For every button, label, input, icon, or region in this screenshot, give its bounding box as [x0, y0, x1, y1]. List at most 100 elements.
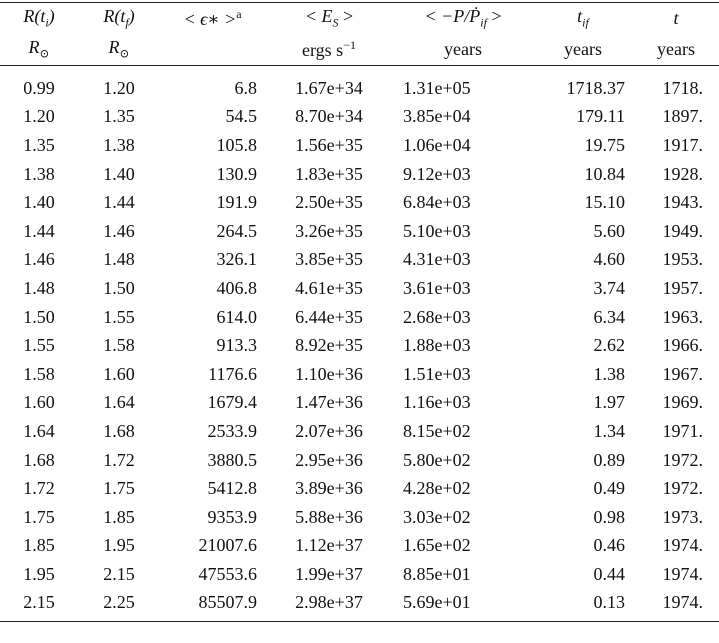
table-cell: 1.97	[593, 392, 626, 413]
table-cell: 0.46	[593, 535, 626, 556]
header-row: R(ti) R(tf) < ϵ∗ >a < ES > < −P/Ṗif > tif t	[0, 3, 719, 35]
table-cell: 3.74	[593, 277, 626, 298]
table-cell: 1953.	[662, 249, 704, 270]
table-header: R(ti) R(tf) < ϵ∗ >a < ES > < −P/Ṗif > tif t R⊙ R…	[0, 2, 719, 66]
table-cell: 1.38	[23, 163, 55, 184]
table-cell: 1.95	[103, 535, 135, 556]
table-cell: 1.06e+04	[403, 134, 471, 155]
table-cell: 1.46	[103, 220, 135, 241]
table-cell: 1679.4	[207, 392, 258, 413]
header-text: R	[108, 37, 120, 58]
table-cell: 1.75	[23, 506, 55, 527]
table-cell: 1.68	[23, 449, 55, 470]
header-text: years	[657, 39, 695, 59]
table-cell: 1.75	[103, 478, 135, 499]
table-row: 1.75 1.85 9353.9 5.88e+36 3.03e+02 0.98 1973.	[0, 503, 719, 532]
header-text: −1	[343, 38, 356, 52]
header-cell: R(tf)	[78, 3, 160, 35]
table-row: 1.95 2.15 47553.6 1.99e+37 8.85e+01 0.44 1974.	[0, 560, 719, 589]
table-cell: 3.89e+36	[295, 478, 363, 499]
table-cell: 1.64	[23, 420, 55, 441]
table-cell: 1.68	[103, 420, 135, 441]
header-text: years	[564, 39, 602, 59]
table-cell: 2.62	[593, 335, 626, 356]
table-cell: 85507.9	[198, 592, 258, 613]
table-cell: 1971.	[662, 420, 704, 441]
table-cell: 6.44e+35	[295, 306, 363, 327]
header-text: R(t	[23, 6, 46, 27]
table-row: 1.72 1.75 5412.8 3.89e+36 4.28e+02 0.49 1972.	[0, 474, 719, 503]
table-cell: 1.31e+05	[403, 77, 471, 98]
table-cell: 3.03e+02	[403, 506, 471, 527]
table-row: 1.85 1.95 21007.6 1.12e+37 1.65e+02 0.46 1974.	[0, 532, 719, 561]
header-cell: tif	[533, 3, 633, 35]
header-text: >	[338, 6, 354, 27]
table-cell: 1949.	[662, 220, 704, 241]
table-cell: 5.69e+01	[403, 592, 471, 613]
header-text: t	[673, 8, 679, 28]
table-cell: 3.61e+03	[403, 277, 471, 298]
table-cell: 1.99e+37	[295, 563, 363, 584]
table-cell: 6.34	[593, 306, 626, 327]
table-cell: 130.9	[216, 163, 258, 184]
table-cell: 1.72	[23, 478, 55, 499]
table-cell: 8.70e+34	[295, 106, 363, 127]
table-cell: 1.67e+34	[295, 77, 363, 98]
table-cell: 1963.	[662, 306, 704, 327]
table-cell: 5412.8	[207, 478, 258, 499]
table-cell: 2.98e+37	[295, 592, 363, 613]
header-text: R	[28, 37, 40, 58]
table-cell: 6.8	[234, 77, 258, 98]
table-cell: 1.16e+03	[403, 392, 471, 413]
table-cell: 1.95	[23, 563, 55, 584]
table-cell: 1718.	[662, 77, 704, 98]
header-cell: < ES >	[265, 3, 393, 35]
table-row: 1.38 1.40 130.9 1.83e+35 9.12e+03 10.84 1928.	[0, 160, 719, 189]
table-cell: 1972.	[662, 449, 704, 470]
table-cell: 47553.6	[198, 563, 258, 584]
table-cell: 5.88e+36	[295, 506, 363, 527]
table-cell: 4.60	[593, 249, 626, 270]
table-cell: 179.11	[576, 106, 625, 127]
table-cell: 0.98	[593, 506, 626, 527]
table-row: 1.20 1.35 54.5 8.70e+34 3.85e+04 179.11 1897.	[0, 103, 719, 132]
table-cell: 2.15	[103, 563, 135, 584]
table-cell: 4.28e+02	[403, 478, 471, 499]
table-cell: 264.5	[216, 220, 258, 241]
header-text: if	[582, 15, 589, 30]
table-cell: 8.92e+35	[295, 335, 363, 356]
header-text: a	[236, 7, 242, 21]
header-text: i	[45, 15, 49, 30]
header-row: R⊙ R⊙ ergs s−1 years years years	[0, 34, 719, 66]
header-text: ⊙	[119, 46, 130, 61]
table-cell: 1.58	[103, 335, 135, 356]
table-cell: 1969.	[662, 392, 704, 413]
table-row: 1.40 1.44 191.9 2.50e+35 6.84e+03 15.10 1943.	[0, 188, 719, 217]
table-cell: 15.10	[584, 192, 626, 213]
table-row: 1.68 1.72 3880.5 2.95e+36 5.80e+02 0.89 1972.	[0, 446, 719, 475]
table-row: 1.60 1.64 1679.4 1.47e+36 1.16e+03 1.97 1969.	[0, 389, 719, 418]
header-cell: < ϵ∗ >a	[160, 3, 265, 35]
table-cell: 1.50	[103, 277, 135, 298]
table-cell: 0.99	[23, 77, 55, 98]
table-cell: 1.48	[103, 249, 135, 270]
header-text: R(t	[103, 6, 126, 27]
header-cell: < −P/Ṗif >	[393, 3, 533, 35]
header-text: >	[486, 6, 502, 27]
header-text: )	[128, 6, 135, 27]
table-cell: 5.60	[593, 220, 626, 241]
table-cell: 2.95e+36	[295, 449, 363, 470]
table-cell: 1973.	[662, 506, 704, 527]
table-cell: 0.44	[593, 563, 626, 584]
table-cell: 2533.9	[207, 420, 258, 441]
table-cell: 1.56e+35	[295, 134, 363, 155]
table-cell: 191.9	[216, 192, 258, 213]
table-cell: 1.85	[103, 506, 135, 527]
table-cell: 1.64	[103, 392, 135, 413]
table-cell: 8.15e+02	[403, 420, 471, 441]
header-text: < E	[304, 6, 333, 27]
table-cell: 3.26e+35	[295, 220, 363, 241]
table-cell: 1.55	[103, 306, 135, 327]
table-cell: 2.68e+03	[403, 306, 471, 327]
table-body: 0.99 1.20 6.8 1.67e+34 1.31e+05 1718.37 1718. 1…	[0, 66, 719, 622]
